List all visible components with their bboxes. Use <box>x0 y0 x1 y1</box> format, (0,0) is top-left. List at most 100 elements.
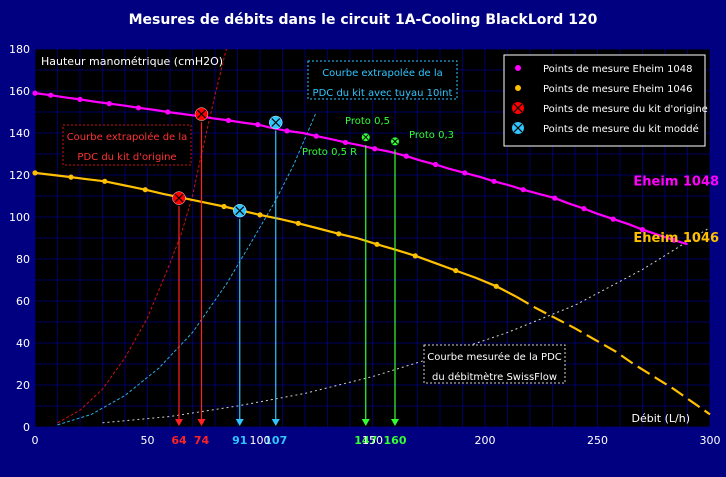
flow-value-label: 74 <box>194 434 210 447</box>
flow-arrow-head <box>175 419 183 426</box>
series-point <box>336 231 342 237</box>
legend-cross <box>513 103 523 113</box>
proto-cross <box>362 134 369 141</box>
flow-value-label: 107 <box>264 434 287 447</box>
proto-cross <box>392 138 398 145</box>
swissflow-annotation-line: Courbe mesurée de la PDC <box>427 351 562 363</box>
legend-cross-marker <box>512 122 524 134</box>
series-point <box>295 220 301 226</box>
series-point <box>520 187 526 193</box>
series-point <box>68 174 74 180</box>
origin-annotation: Courbe extrapolée de la PDC du kit d'orig… <box>62 124 192 166</box>
series-point <box>453 267 459 274</box>
series-line <box>57 111 317 426</box>
x-tick-label: 50 <box>141 434 155 447</box>
series-point <box>671 237 677 243</box>
flow-value-label: 147 <box>354 434 377 447</box>
series-label: Eheim 1046 <box>633 231 719 246</box>
y-tick-label: 40 <box>16 337 30 350</box>
flow-arrow-head <box>361 419 370 426</box>
legend-label: Points de mesure Eheim 1046 <box>543 84 693 95</box>
x-tick-label: 200 <box>475 434 496 447</box>
modded-annotation-line: PDC du kit avec tuyau 10int <box>313 88 453 99</box>
origin-point <box>172 191 186 205</box>
flow-arrows: 64 74 91 107 147 160 <box>171 122 407 447</box>
series-point <box>374 241 380 247</box>
modded-point <box>233 203 247 218</box>
series-point <box>313 133 319 139</box>
modded-point-cross <box>271 118 281 127</box>
chart-title: Mesures de débits dans le circuit 1A-Coo… <box>129 12 598 28</box>
y-tick-label: 100 <box>9 211 30 224</box>
series-point <box>255 122 261 128</box>
series-point <box>610 216 616 222</box>
y-tick-label: 0 <box>23 421 30 434</box>
points-layer: Eheim 1048 Eheim 1046 <box>32 90 719 289</box>
series-point <box>32 170 38 176</box>
legend-dot <box>515 65 521 71</box>
swissflow-annotation-line: du débitmètre SwissFlow <box>432 371 557 383</box>
modded-annotation-line: Courbe extrapolée de la <box>322 67 443 79</box>
series-line <box>34 171 518 298</box>
series-point <box>77 96 83 102</box>
origin-annotation-frame <box>62 124 192 166</box>
modded-point-cross <box>235 206 245 216</box>
y-axis-label: Hauteur manométrique (cmH2O) <box>41 55 223 68</box>
series-point <box>552 195 558 201</box>
legend-box <box>503 54 706 147</box>
swissflow-annotation: Courbe mesurée de la PDC du débitmètre Sw… <box>423 344 566 384</box>
flow-arrow-head <box>197 419 206 426</box>
series-point <box>342 139 349 146</box>
flow-value-label: 64 <box>171 434 187 447</box>
tick-labels: 0 50 100 150 200 250 300 0 20 40 60 80 100 120 140 160 1… <box>9 43 721 447</box>
y-tick-label: 60 <box>16 295 30 308</box>
series-point <box>102 178 108 184</box>
proto-05r-label: Proto 0,5 R <box>302 147 357 158</box>
series-point <box>491 178 497 184</box>
series-point <box>221 203 227 210</box>
legend-dot <box>515 85 521 91</box>
series-point <box>432 161 439 168</box>
y-tick-label: 160 <box>9 85 30 98</box>
series-point <box>284 128 290 134</box>
legend: Points de mesure Eheim 1048 Points de mes… <box>503 54 708 147</box>
series-point <box>135 105 142 111</box>
flow-arrow-head <box>271 419 280 426</box>
origin-point-cross <box>197 109 206 119</box>
origin-annotation-line: Courbe extrapolée de la <box>67 131 188 143</box>
series-point <box>225 117 232 123</box>
series-point <box>372 146 378 152</box>
x-tick-label: 100 <box>250 434 271 447</box>
flow-arrow-head <box>391 419 399 426</box>
legend-label: Points de mesure du kit d'origine <box>543 104 708 115</box>
curves-layer <box>34 48 711 426</box>
x-axis-label: Débit (L/h) <box>632 412 690 425</box>
proto-03-label: Proto 0,3 <box>409 130 454 141</box>
proto-05-label: Proto 0,5 <box>345 116 390 127</box>
series-line <box>57 48 227 424</box>
swissflow-annotation-frame <box>423 344 566 384</box>
y-tick-label: 140 <box>9 127 30 140</box>
x-tick-label: 150 <box>362 434 383 447</box>
series-point <box>257 212 263 218</box>
series-point <box>142 187 148 193</box>
proto-point <box>391 137 399 146</box>
y-tick-label: 80 <box>16 253 30 266</box>
series-point <box>106 101 112 107</box>
series-line <box>102 227 711 424</box>
origin-point-cross <box>174 193 184 203</box>
series-point <box>412 253 418 259</box>
series-point <box>581 206 587 212</box>
series-label: Eheim 1048 <box>633 175 719 190</box>
modded-annotation-frame <box>307 60 458 100</box>
series-line <box>515 295 711 416</box>
flow-value-label: 160 <box>384 434 407 447</box>
series-point <box>639 227 646 233</box>
legend-label: Points de mesure Eheim 1048 <box>543 64 693 75</box>
origin-annotation-line: PDC du kit d'origine <box>77 152 176 163</box>
legend-cross <box>513 123 523 133</box>
modded-point <box>269 115 283 130</box>
annotations: Courbe extrapolée de la PDC du kit d'orig… <box>62 60 566 384</box>
